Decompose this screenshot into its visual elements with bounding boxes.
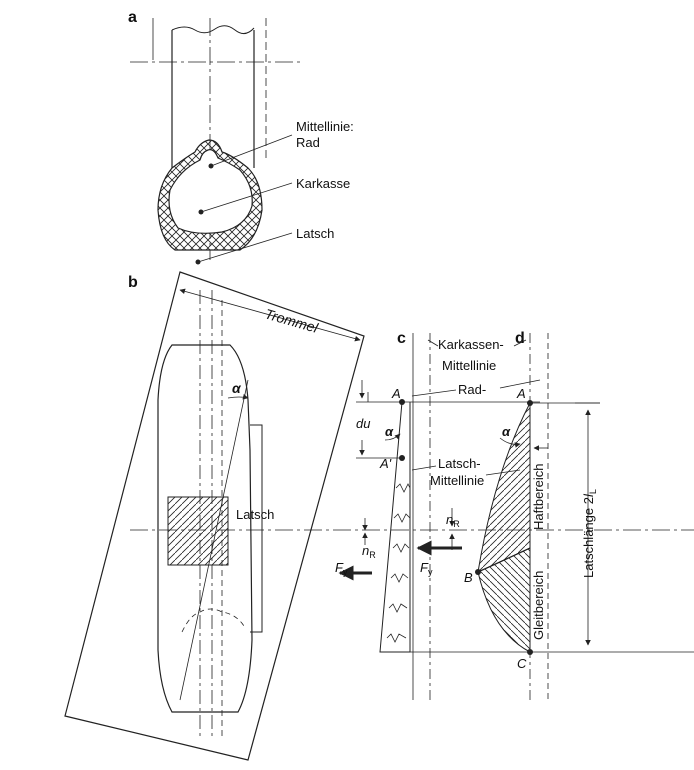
deflection-profile [379, 401, 411, 653]
label-point-a2: A [516, 386, 526, 401]
contact-patch [167, 496, 229, 566]
label-centerline-wheel: Rad [296, 135, 320, 150]
label-alpha-c: α [385, 424, 394, 439]
panel-a: a [128, 9, 300, 265]
panel-c: c [338, 330, 694, 700]
label-patch-cl-1: Latsch- [438, 456, 481, 471]
tire-inner [168, 149, 253, 234]
label-drum: Trommel [263, 306, 320, 337]
label-alpha-b: α [232, 380, 242, 396]
label-carcass-cl-2: Mittellinie [442, 358, 496, 373]
wheel-break-line [171, 25, 255, 34]
label-alpha-d: α [502, 424, 511, 439]
panel-b: b [64, 271, 694, 761]
label-patch-length: Latschlänge 2lL [581, 489, 598, 578]
label-patch-b: Latsch [236, 507, 274, 522]
label-patch-a: Latsch [296, 226, 334, 241]
label-point-a: A [391, 386, 401, 401]
panel-b-letter: b [128, 274, 138, 291]
label-nr-d: nR [446, 512, 460, 529]
panel-a-letter: a [128, 9, 137, 26]
label-adhesion: Haftbereich [531, 464, 546, 530]
tire-top-view [157, 344, 253, 713]
label-carcass: Karkasse [296, 176, 350, 191]
panel-d-letter: d [515, 330, 525, 347]
label-point-a-prime: A' [379, 456, 392, 471]
label-patch-cl-2: Mittellinie [430, 473, 484, 488]
panel-c-letter: c [397, 330, 406, 347]
panel-d: d [416, 330, 600, 700]
label-du: du [356, 416, 370, 431]
label-point-c: C [517, 656, 527, 671]
label-point-b: B [464, 570, 473, 585]
label-wheel: Rad- [458, 382, 486, 397]
label-centerline: Mittellinie: [296, 119, 354, 134]
label-carcass-cl-1: Karkassen- [438, 337, 504, 352]
label-sliding: Gleitbereich [531, 571, 546, 640]
label-fy: Fy [335, 560, 348, 577]
wheel-body [171, 30, 255, 168]
label-nr: nR [362, 543, 376, 560]
label-fy-d: Fy [420, 560, 433, 577]
